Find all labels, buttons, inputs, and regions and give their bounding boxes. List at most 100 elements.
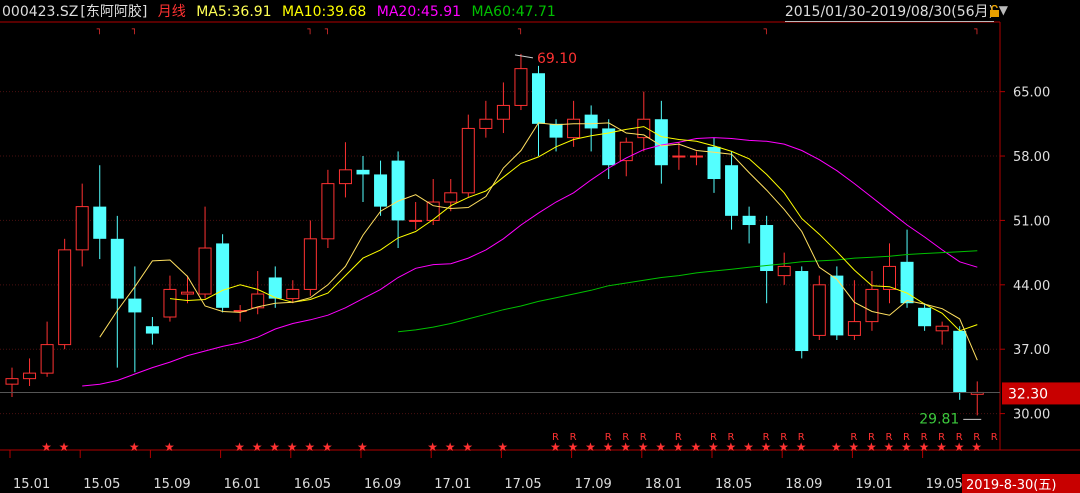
candle-body <box>23 372 37 380</box>
star-marker: ★ <box>936 440 947 454</box>
star-marker: ★ <box>287 440 298 454</box>
candle-body <box>689 155 703 158</box>
lock-icon[interactable] <box>989 5 1000 17</box>
star-marker: ★ <box>550 440 561 454</box>
stock-code: 000423.SZ <box>2 4 79 20</box>
event-flag: ┐ <box>763 25 769 35</box>
period-label[interactable]: 月线 <box>157 4 186 20</box>
candle-body <box>198 247 212 295</box>
star-marker: ★ <box>761 440 772 454</box>
y-tick-label: 44.00 <box>1013 279 1050 294</box>
star-marker: ★ <box>357 440 368 454</box>
candle-body <box>830 275 844 336</box>
last-date-label: 2019-8-30(五) <box>966 478 1056 493</box>
event-flag: ┐ <box>131 25 137 35</box>
star-marker: ★ <box>690 440 701 454</box>
last-date-box <box>962 474 1080 493</box>
ma60-label: MA60:47.71 <box>471 4 556 20</box>
candle-body <box>549 123 563 138</box>
candle-body <box>777 265 791 277</box>
candle-body <box>953 330 967 393</box>
star-marker: ★ <box>901 440 912 454</box>
candle-body <box>637 118 651 139</box>
x-tick-label: 19.01 <box>855 477 892 492</box>
candle-body <box>216 243 230 308</box>
candle-body <box>883 265 896 290</box>
star-marker: ★ <box>655 440 666 454</box>
star-marker: ★ <box>884 440 895 454</box>
ma60-line <box>398 250 978 333</box>
candle-body <box>5 378 19 385</box>
candle-body <box>514 68 528 106</box>
r-marker: R <box>886 432 893 443</box>
candle-body <box>128 298 142 313</box>
candle-body <box>918 307 932 327</box>
candle-body <box>725 165 739 216</box>
candle-body <box>426 201 440 221</box>
r-marker: R <box>552 432 559 443</box>
star-marker: ★ <box>234 440 245 454</box>
star-marker: ★ <box>129 440 140 454</box>
candle-body <box>672 155 686 158</box>
candle-body <box>900 261 914 304</box>
r-marker: R <box>903 432 910 443</box>
candle-body <box>707 146 721 180</box>
r-marker: R <box>991 432 998 443</box>
candle-body <box>496 104 510 120</box>
date-range[interactable]: 2015/01/30-2019/08/30(56月) <box>784 4 994 22</box>
star-marker: ★ <box>673 440 684 454</box>
ma10-line <box>169 126 978 332</box>
last-price-box <box>1002 382 1080 405</box>
candle-body <box>145 326 159 334</box>
range-dropdown-icon[interactable]: ▼ <box>998 3 1008 17</box>
candle-body <box>303 238 317 290</box>
ma20-label: MA20:45.91 <box>376 4 462 20</box>
event-flag: ┐ <box>517 25 523 35</box>
star-marker: ★ <box>831 440 842 454</box>
y-tick-label: 58.00 <box>1013 150 1050 165</box>
candle-body <box>461 127 475 194</box>
candle-body <box>374 174 388 207</box>
candle-body <box>356 169 370 175</box>
ma5-line <box>99 122 978 361</box>
candle-body <box>75 206 89 251</box>
candle-body <box>444 192 458 203</box>
x-tick-label: 16.09 <box>364 477 401 492</box>
star-marker: ★ <box>445 440 456 454</box>
x-tick-label: 17.09 <box>575 477 612 492</box>
star-marker: ★ <box>866 440 877 454</box>
y-tick-label: 30.00 <box>1013 408 1050 423</box>
r-marker: R <box>605 432 612 443</box>
candle-body <box>391 160 405 221</box>
x-tick-label: 15.01 <box>13 477 50 492</box>
candle-body <box>795 271 809 352</box>
star-marker: ★ <box>427 440 438 454</box>
star-marker: ★ <box>585 440 596 454</box>
star-marker: ★ <box>304 440 315 454</box>
x-tick-label: 16.01 <box>224 477 261 492</box>
star-marker: ★ <box>164 440 175 454</box>
star-marker: ★ <box>568 440 579 454</box>
candle-body <box>93 206 107 239</box>
candle-body <box>163 288 177 318</box>
high-label: 69.10 <box>537 51 577 67</box>
r-marker: R <box>780 432 787 443</box>
ma10-label: MA10:39.68 <box>282 4 367 20</box>
stock-name: [东阿阿胶] <box>80 4 148 20</box>
ma20-line <box>82 137 978 387</box>
r-marker: R <box>798 432 805 443</box>
candle-body <box>110 238 124 299</box>
x-tick-label: 16.05 <box>294 477 331 492</box>
x-tick-label: 15.09 <box>153 477 190 492</box>
r-marker: R <box>640 432 647 443</box>
star-marker: ★ <box>919 440 930 454</box>
ma5-label: MA5:36.91 <box>196 4 272 20</box>
candle-body <box>286 288 300 300</box>
x-tick-label: 15.05 <box>83 477 120 492</box>
star-marker: ★ <box>726 440 737 454</box>
x-tick-label: 18.01 <box>645 477 682 492</box>
candle-body <box>479 118 493 129</box>
star-marker: ★ <box>252 440 263 454</box>
r-marker: R <box>622 432 629 443</box>
